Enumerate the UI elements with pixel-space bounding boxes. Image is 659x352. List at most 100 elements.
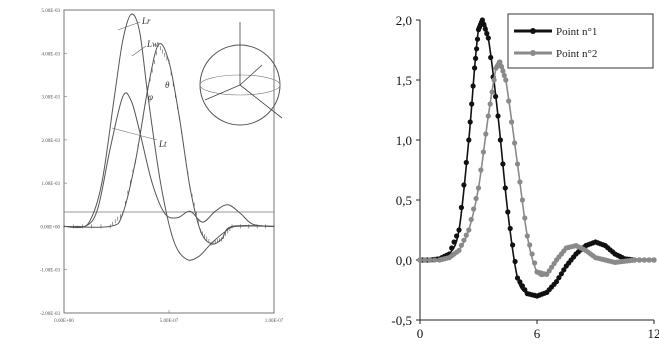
right-series-point-1 [463,159,469,166]
right-x-tick-label: 12 [648,326,659,341]
right-series-point-1 [507,225,513,232]
right-series-point-1 [474,46,480,52]
right-series-point-2 [501,72,507,79]
right-series [417,17,657,299]
right-series-point-2 [456,247,462,253]
right-series-point-1 [517,279,523,285]
right-series-point-2 [497,59,503,65]
left-x-tick-label: 1.00E-07 [265,319,284,324]
right-series-point-2 [483,131,489,137]
right-series-point-1 [456,227,462,233]
left-series [63,13,275,261]
right-series-point-1 [556,275,562,281]
label-lw: Lw [146,39,158,49]
inset-x-axis [239,84,283,119]
right-series-point-2 [427,257,433,263]
left-y-tick-label: 0.00E+00 [40,225,60,230]
left-y-tick-label: -1.00E-03 [40,269,61,274]
right-series-point-2 [473,195,479,202]
right-series-point-2 [519,197,526,203]
right-series-point-1 [461,182,467,188]
legend-box [507,13,654,69]
inset-y-axis [204,84,241,101]
right-series-point-2 [458,242,464,248]
right-series-point-1 [472,65,478,71]
right-series-point-2 [636,257,643,263]
right-series-point-1 [479,17,485,23]
left-series-line-lw [63,43,275,245]
right-series-point-1 [470,83,476,89]
right-series-point-2 [503,77,509,83]
left-x-tick-label: 5.00E-07 [160,319,179,324]
right-y-tick-label: 2,0 [396,13,412,28]
left-y-tick-label: 2.00E-03 [42,139,61,144]
left-plot-frame [63,9,275,314]
right-series-point-1 [512,258,518,265]
right-axes: -0,5 0,0 0,5 1,0 1,5 2,0 0 6 12 [391,13,659,341]
right-series-point-2 [641,257,647,263]
left-y-tick-label: 4.00E-03 [42,52,61,57]
left-series-line-lr [63,13,275,261]
legend-label-2: Point n°2 [556,48,597,60]
right-series-point-1 [493,93,499,100]
right-series-point-2 [422,257,428,263]
left-annotations: Lr Lw Lt φ θ [111,16,170,149]
label-lr: Lr [141,16,151,26]
left-y-ticks: 5.00E-03 4.00E-03 3.00E-03 2.00E-03 1.00E-03… [40,9,67,317]
right-series-point-2 [487,101,493,107]
inset-r-vector [239,64,263,86]
right-series-point-2 [527,242,533,248]
right-series-point-2 [529,251,535,257]
right-series-point-2 [498,63,504,70]
right-series-point-2 [524,233,530,239]
right-series-point-1 [500,161,506,167]
right-series-point-1 [474,36,481,42]
right-y-tick-label: -0,5 [391,313,412,328]
right-series-point-2 [491,77,497,83]
inset-sphere-diagram [199,22,283,126]
right-series-point-1 [481,21,487,28]
right-series-point-2 [475,185,482,191]
leader-lw [131,45,147,57]
right-series-point-2 [522,215,528,221]
right-series-point-2 [485,113,491,119]
right-series-point-1 [467,119,473,125]
legend: Point n°1 Point n°2 [507,13,654,69]
label-phi: φ [148,92,153,102]
legend-label-1: Point n°1 [556,26,597,38]
right-series-point-1 [469,101,475,107]
right-x-tick-label: 6 [534,326,541,341]
right-series-point-1 [509,242,516,248]
right-series-point-2 [517,179,523,185]
left-y-tick-label: 3.00E-03 [42,96,61,101]
left-series-line-lt [63,92,275,229]
right-series-point-2 [500,68,506,74]
right-series-point-2 [417,257,423,263]
leader-lr [117,21,141,31]
right-series-point-2 [631,257,638,263]
right-series-point-1 [458,204,464,211]
right-series-point-2 [471,206,477,212]
right-y-tick-label: 0,5 [396,193,412,208]
right-series-point-2 [432,257,438,263]
right-series-point-2 [461,237,467,243]
label-theta: θ [165,80,170,90]
right-series-point-1 [488,54,494,61]
right-series-point-2 [511,140,518,146]
left-y-tick-label: -2.00E-03 [40,312,61,317]
left-chart: 5.00E-03 4.00E-03 3.00E-03 2.00E-03 1.00E-03… [40,9,284,324]
right-series-point-1 [561,267,567,273]
right-series-point-1 [454,233,460,239]
right-series-point-2 [468,216,474,223]
right-series-point-1 [502,185,508,191]
right-series-point-2 [489,89,495,95]
right-series-point-1 [473,55,479,62]
right-series-point-2 [466,227,472,233]
left-x-ticks: 0.00E+00 5.00E-07 1.00E-07 [54,310,284,324]
right-series-point-1 [495,113,501,119]
right-series-point-1 [505,209,511,215]
left-y-tick-label: 1.00E-03 [42,182,61,187]
right-series-point-1 [484,30,490,37]
right-series-point-2 [509,119,515,125]
